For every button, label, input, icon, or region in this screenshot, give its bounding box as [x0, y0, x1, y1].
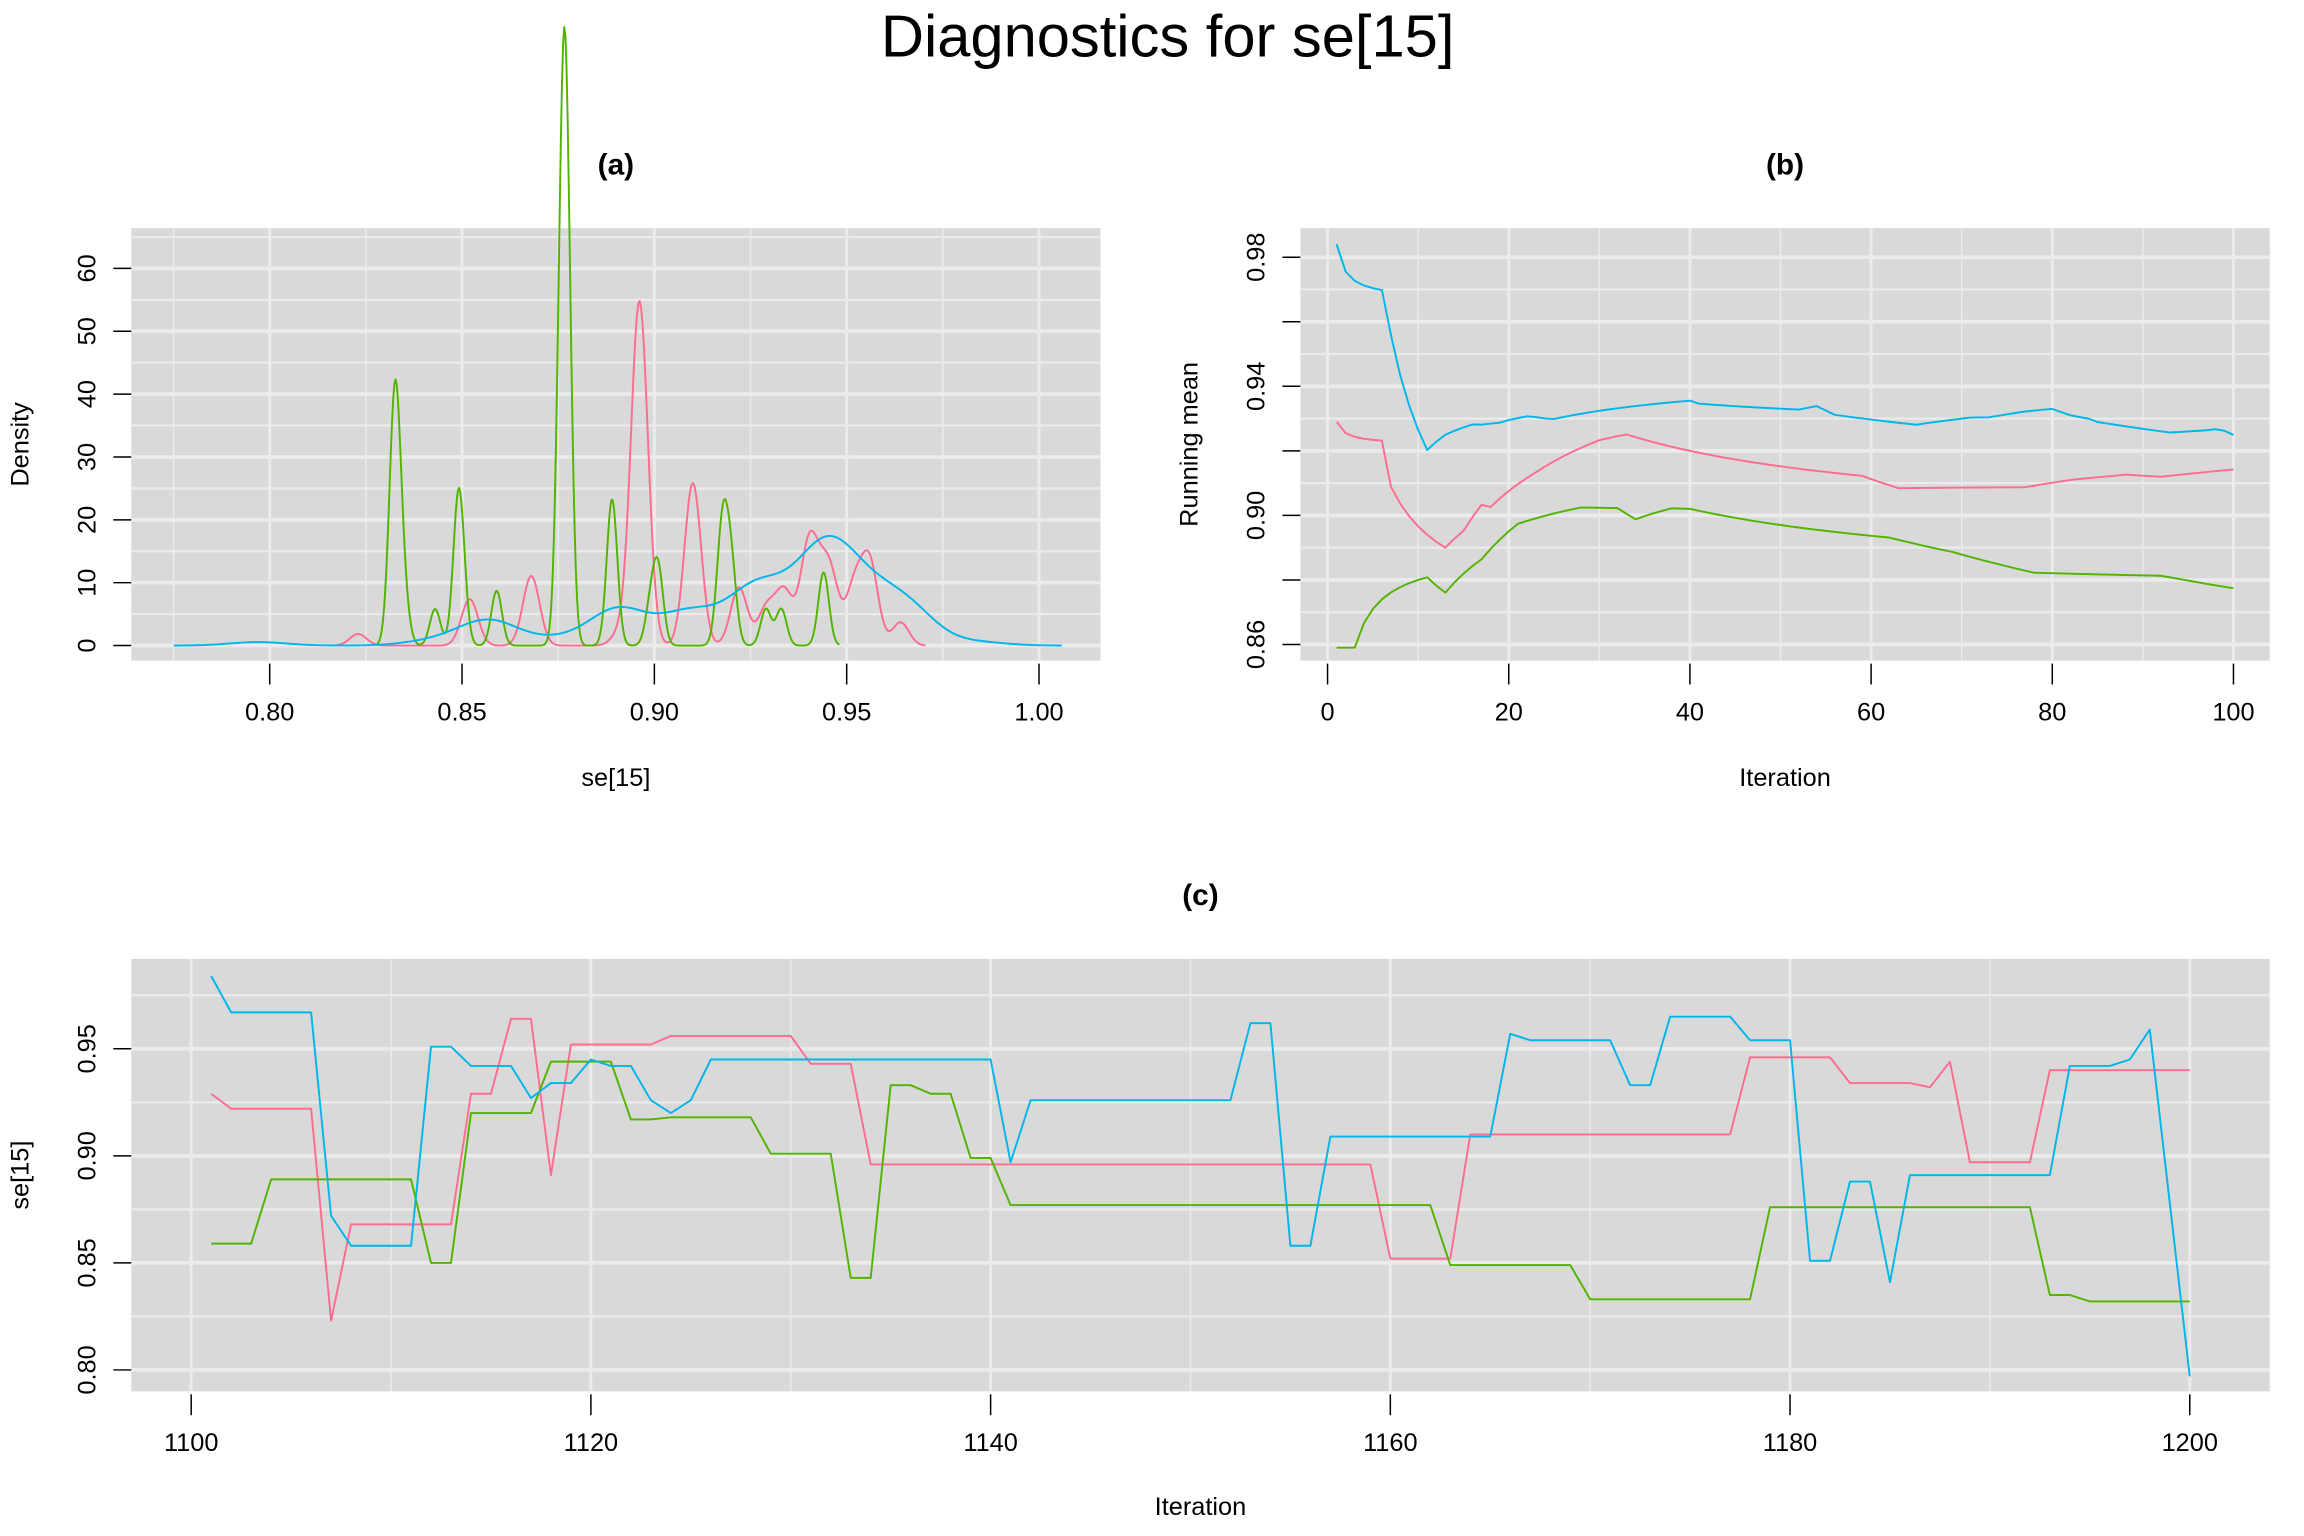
panel-title: (a) — [598, 148, 634, 181]
y-tick-label: 0.90 — [73, 1131, 101, 1180]
x-tick-label: 1200 — [2162, 1429, 2218, 1457]
y-tick-label: 0.85 — [73, 1238, 101, 1287]
x-tick-label: 1120 — [564, 1429, 619, 1457]
y-tick-label: 0.90 — [1243, 491, 1271, 540]
series-line-chain-1 — [333, 299, 926, 647]
y-axis-label: Running mean — [1175, 362, 1203, 527]
panel-c: 1100 1120 1140 1160 1180 1200 0.80 0.85 0.90 0.95… — [6, 879, 2270, 1521]
series-line-chain-1 — [210, 1017, 2190, 1322]
x-tick-label: 1100 — [164, 1429, 219, 1457]
y-tick-label: 0.80 — [73, 1345, 101, 1394]
x-tick-label: 0.85 — [437, 698, 486, 726]
series-line-chain-3 — [1335, 243, 2234, 451]
series-line-chain-1 — [1335, 421, 2234, 549]
series-line-chain-2 — [376, 26, 840, 647]
panel-title: (b) — [1766, 148, 1804, 181]
y-tick-label: 0.95 — [73, 1024, 101, 1073]
x-tick-label: 40 — [1676, 698, 1704, 726]
x-axis-label: Iteration — [1155, 1493, 1247, 1521]
series-line-chain-3 — [210, 975, 2191, 1377]
panel-b: 0 20 40 60 80 100 0.86 0.90 0.94 0.98 (b) Iteration… — [1175, 148, 2270, 792]
figure-title: Diagnostics for se[15] — [881, 3, 1455, 70]
x-tick-label: 20 — [1495, 698, 1523, 726]
panel-a: 0.80 0.85 0.90 0.95 1.00 0 10 20 30 40 50 60 (a) se[1… — [6, 26, 1101, 792]
y-tick-label: 10 — [73, 569, 101, 597]
series-line-chain-2 — [1336, 506, 2234, 649]
x-tick-label: 0.90 — [630, 698, 679, 726]
series-line-chain-3 — [173, 534, 1062, 647]
x-axis-label: Iteration — [1739, 764, 1831, 792]
panels: 0.80 0.85 0.90 0.95 1.00 0 10 20 30 40 50 60 (a) se[1… — [6, 26, 2270, 1521]
x-tick-label: 0.80 — [245, 698, 294, 726]
y-tick-label: 20 — [73, 506, 101, 534]
x-tick-label: 60 — [1857, 698, 1885, 726]
panel-title: (c) — [1182, 879, 1218, 912]
x-tick-label: 1180 — [1763, 1429, 1818, 1457]
y-tick-label: 0 — [73, 638, 101, 652]
series-line-chain-2 — [211, 1060, 2190, 1303]
plot-background — [131, 228, 1101, 661]
y-tick-label: 60 — [73, 254, 101, 282]
y-tick-label: 0.94 — [1243, 362, 1271, 411]
y-tick-label: 0.86 — [1243, 620, 1271, 669]
x-tick-label: 100 — [2212, 698, 2254, 726]
x-tick-label: 0 — [1321, 698, 1335, 726]
y-tick-label: 0.98 — [1243, 233, 1271, 282]
x-tick-label: 1140 — [963, 1429, 1017, 1457]
x-tick-label: 1.00 — [1014, 698, 1063, 726]
x-tick-label: 0.95 — [822, 698, 871, 726]
plot-background — [1300, 228, 2270, 661]
y-tick-label: 40 — [73, 380, 101, 408]
y-tick-label: 30 — [73, 443, 101, 471]
x-tick-label: 1160 — [1363, 1429, 1418, 1457]
x-axis-label: se[15] — [581, 764, 650, 792]
y-axis-label: Density — [6, 402, 34, 487]
y-axis-label: se[15] — [6, 1141, 34, 1210]
y-tick-label: 50 — [73, 317, 101, 345]
x-tick-label: 80 — [2038, 698, 2066, 726]
